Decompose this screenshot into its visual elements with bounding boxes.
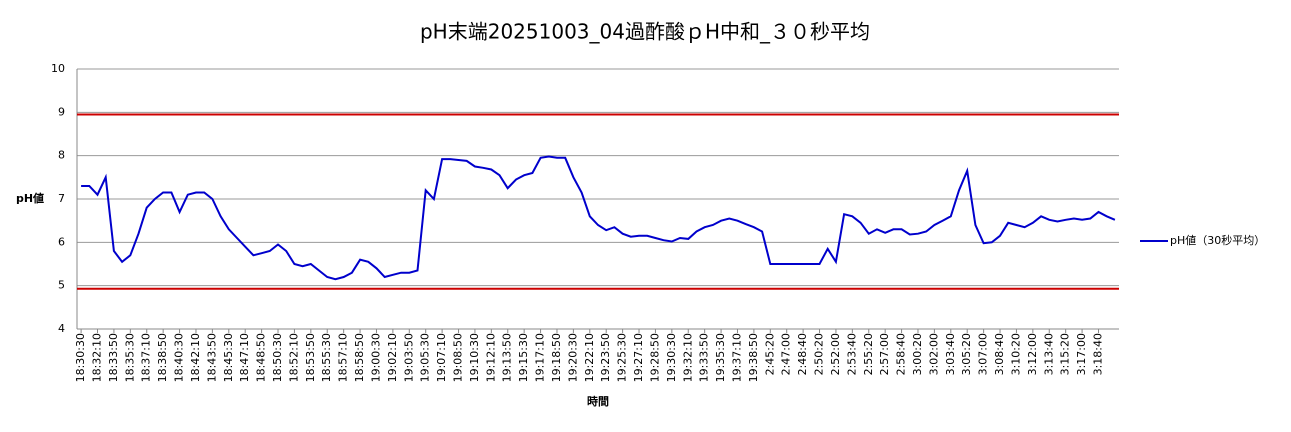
- x-tick-label: 19:13:50: [501, 333, 514, 382]
- x-tick-label: 19:15:30: [517, 333, 530, 382]
- x-tick-label: 2:47:00: [780, 333, 793, 375]
- x-tick-label: 18:33:50: [107, 333, 120, 382]
- x-tick-label: 18:58:50: [353, 333, 366, 382]
- y-tick-label: 7: [58, 192, 65, 205]
- x-tick-label: 3:12:00: [1026, 333, 1039, 375]
- x-tick-label: 19:20:30: [566, 333, 579, 382]
- x-tick-label: 18:38:50: [156, 333, 169, 382]
- x-tick-label: 2:57:00: [878, 333, 891, 375]
- x-tick-label: 3:13:40: [1042, 333, 1055, 375]
- x-tick-label: 19:27:10: [632, 333, 645, 382]
- x-tick-label: 19:00:30: [369, 333, 382, 382]
- x-tick-label: 19:25:30: [616, 333, 629, 382]
- y-axis-title: pH値: [16, 191, 44, 205]
- x-tick-label: 3:05:20: [960, 333, 973, 375]
- x-tick-label: 18:50:30: [271, 333, 284, 382]
- y-tick-label: 10: [51, 62, 65, 75]
- x-tick-label: 19:02:10: [386, 333, 399, 382]
- x-tick-label: 19:12:10: [484, 333, 497, 382]
- legend-label: pH値（30秒平均）: [1170, 233, 1265, 247]
- x-tick-label: 19:23:50: [599, 333, 612, 382]
- x-tick-label: 18:42:10: [189, 333, 202, 382]
- x-tick-label: 18:57:10: [337, 333, 350, 382]
- y-tick-label: 4: [58, 322, 65, 335]
- y-tick-label: 9: [58, 105, 65, 118]
- x-tick-label: 2:45:20: [763, 333, 776, 375]
- x-tick-label: 3:03:40: [944, 333, 957, 375]
- x-tick-label: 19:03:50: [402, 333, 415, 382]
- x-tick-label: 19:32:10: [681, 333, 694, 382]
- x-tick-label: 3:10:20: [1009, 333, 1022, 375]
- x-tick-label: 18:55:30: [320, 333, 333, 382]
- x-tick-label: 19:08:50: [452, 333, 465, 382]
- x-tick-label: 18:35:30: [123, 333, 136, 382]
- x-tick-label: 19:35:30: [714, 333, 727, 382]
- y-tick-label: 8: [58, 149, 65, 162]
- x-tick-label: 18:43:50: [205, 333, 218, 382]
- x-tick-label: 2:50:20: [813, 333, 826, 375]
- chart-title: pH末端20251003_04過酢酸ｐH中和_３０秒平均: [420, 20, 870, 44]
- x-tick-label: 18:30:30: [74, 333, 87, 382]
- x-tick-label: 2:55:20: [862, 333, 875, 375]
- x-tick-label: 19:05:30: [419, 333, 432, 382]
- x-tick-label: 3:07:00: [977, 333, 990, 375]
- x-tick-label: 19:30:30: [665, 333, 678, 382]
- x-tick-label: 18:45:30: [222, 333, 235, 382]
- x-tick-label: 19:17:10: [534, 333, 547, 382]
- x-tick-label: 2:52:00: [829, 333, 842, 375]
- y-tick-label: 5: [58, 279, 65, 292]
- x-tick-label: 18:48:50: [255, 333, 268, 382]
- x-tick-label: 19:37:10: [730, 333, 743, 382]
- x-axis-title: 時間: [587, 394, 609, 408]
- x-tick-label: 3:15:20: [1059, 333, 1072, 375]
- x-tick-label: 2:48:40: [796, 333, 809, 375]
- x-tick-label: 19:22:10: [583, 333, 596, 382]
- x-tick-label: 19:28:50: [648, 333, 661, 382]
- x-tick-label: 3:00:20: [911, 333, 924, 375]
- x-tick-label: 18:40:30: [173, 333, 186, 382]
- x-tick-label: 3:17:00: [1075, 333, 1088, 375]
- x-tick-label: 19:33:50: [698, 333, 711, 382]
- x-tick-label: 2:58:40: [895, 333, 908, 375]
- x-tick-label: 18:32:10: [91, 333, 104, 382]
- x-tick-label: 3:08:40: [993, 333, 1006, 375]
- data-line: [81, 155, 1116, 281]
- x-tick-label: 3:02:00: [927, 333, 940, 375]
- x-tick-label: 19:18:50: [550, 333, 563, 382]
- x-tick-label: 19:07:10: [435, 333, 448, 382]
- x-tick-label: 18:52:10: [287, 333, 300, 382]
- x-tick-label: 19:10:30: [468, 333, 481, 382]
- x-tick-label: 18:47:10: [238, 333, 251, 382]
- y-tick-label: 6: [58, 235, 65, 248]
- x-tick-label: 18:53:50: [304, 333, 317, 382]
- x-tick-label: 19:38:50: [747, 333, 760, 382]
- x-tick-label: 18:37:10: [140, 333, 153, 382]
- x-tick-label: 3:18:40: [1091, 333, 1104, 375]
- x-tick-label: 2:53:40: [845, 333, 858, 375]
